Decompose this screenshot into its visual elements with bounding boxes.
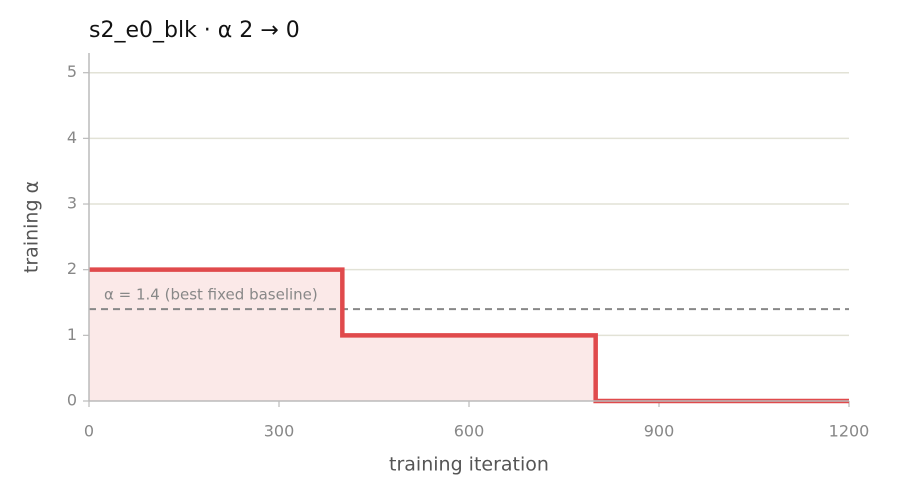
x-tick-label: 1200 [829, 422, 870, 441]
y-tick-label: 1 [67, 325, 77, 344]
reference-label: α = 1.4 (best fixed baseline) [104, 286, 318, 304]
x-axis-label: training iteration [389, 454, 549, 476]
y-tick-label: 4 [67, 128, 77, 147]
x-tick-label: 300 [264, 422, 295, 441]
x-tick-label: 900 [644, 422, 675, 441]
chart-title: s2_e0_blk · α 2 → 0 [89, 18, 300, 43]
y-axis-label: training α [21, 181, 43, 273]
x-tick-label: 600 [454, 422, 485, 441]
y-tick-label: 0 [67, 391, 77, 410]
y-tick-label: 5 [67, 62, 77, 81]
y-tick-label: 2 [67, 259, 77, 278]
y-tick-label: 3 [67, 194, 77, 213]
x-tick-label: 0 [84, 422, 94, 441]
